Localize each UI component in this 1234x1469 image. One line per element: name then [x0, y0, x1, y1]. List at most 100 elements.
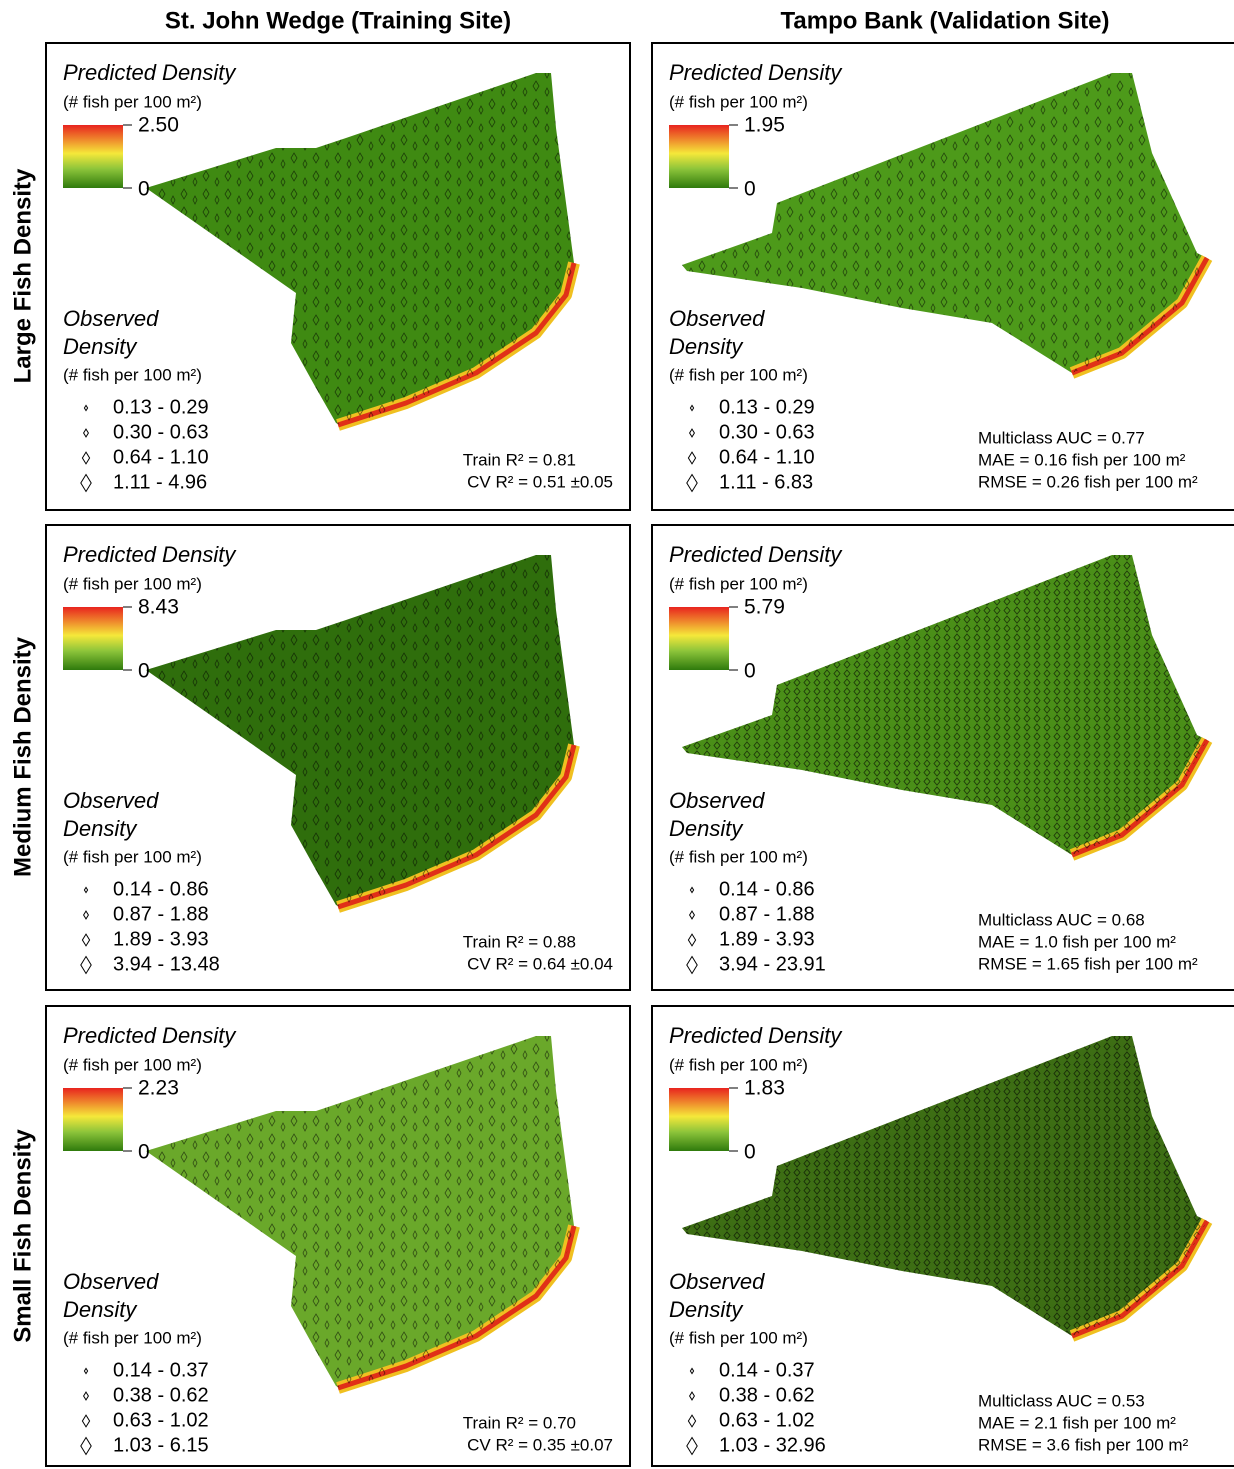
legend-unit: (# fish per 100 m²) — [63, 847, 202, 866]
legend-unit: (# fish per 100 m²) — [63, 365, 202, 384]
stat: Train R² = 0.81 — [463, 450, 576, 469]
legend-unit: (# fish per 100 m²) — [669, 574, 808, 593]
stat: Train R² = 0.70 — [463, 1413, 576, 1432]
stat: MAE = 1.0 fish per 100 m² — [978, 932, 1176, 951]
legend-class: 0.63 - 1.02 — [719, 1409, 815, 1431]
legend-title: Density — [63, 1297, 138, 1322]
ramp-min-label: 0 — [744, 178, 756, 201]
row-title: Medium Fish Density — [9, 636, 36, 877]
legend-title: Observed — [669, 788, 765, 813]
stat: Multiclass AUC = 0.68 — [978, 910, 1145, 929]
stat: MAE = 0.16 fish per 100 m² — [978, 450, 1186, 469]
ramp-min-label: 0 — [138, 178, 150, 201]
legend-class: 0.14 - 0.37 — [113, 1359, 209, 1381]
panel: Predicted Density (# fish per 100 m²) 8.43… — [46, 525, 630, 990]
row-title: Small Fish Density — [9, 1129, 36, 1343]
legend-unit: (# fish per 100 m²) — [63, 1328, 202, 1347]
ramp-min-label: 0 — [138, 1141, 150, 1164]
legend-class: 0.64 - 1.10 — [719, 446, 815, 468]
legend-title: Density — [63, 816, 138, 841]
legend-class: 3.94 - 23.91 — [719, 953, 826, 975]
color-ramp — [63, 607, 123, 670]
row-title: Large Fish Density — [9, 168, 36, 383]
legend-class: 1.11 - 6.83 — [719, 471, 813, 493]
stat: Multiclass AUC = 0.53 — [978, 1391, 1145, 1410]
legend-title: Observed — [669, 1269, 765, 1294]
ramp-max-label: 2.23 — [138, 1077, 179, 1100]
legend-title: Density — [669, 1297, 744, 1322]
legend-unit: (# fish per 100 m²) — [63, 574, 202, 593]
legend-title: Observed — [63, 1269, 159, 1294]
stat: CV R² = 0.51 ±0.05 — [467, 472, 613, 491]
legend-title: Predicted Density — [669, 60, 843, 85]
legend-title: Observed — [669, 306, 765, 331]
color-ramp — [63, 125, 123, 188]
ramp-min-label: 0 — [744, 1141, 756, 1164]
legend-class: 1.89 - 3.93 — [719, 928, 815, 950]
legend-unit: (# fish per 100 m²) — [63, 92, 202, 111]
ramp-max-label: 8.43 — [138, 596, 179, 619]
legend-title: Density — [669, 816, 744, 841]
column-title: Tampo Bank (Validation Site) — [781, 7, 1110, 34]
legend-class: 3.94 - 13.48 — [113, 953, 220, 975]
legend-title: Predicted Density — [63, 542, 237, 567]
legend-unit: (# fish per 100 m²) — [669, 365, 808, 384]
ramp-max-label: 1.83 — [744, 1077, 785, 1100]
legend-title: Observed — [63, 788, 159, 813]
panel: Predicted Density (# fish per 100 m²) 1.83… — [652, 1006, 1234, 1466]
color-ramp — [669, 607, 729, 670]
legend-class: 0.14 - 0.86 — [113, 878, 209, 900]
legend-class: 0.38 - 0.62 — [113, 1384, 209, 1406]
color-ramp — [669, 1088, 729, 1151]
legend-class: 0.64 - 1.10 — [113, 446, 209, 468]
legend-class: 1.89 - 3.93 — [113, 928, 209, 950]
legend-unit: (# fish per 100 m²) — [669, 847, 808, 866]
legend-title: Predicted Density — [669, 542, 843, 567]
stat: RMSE = 1.65 fish per 100 m² — [978, 954, 1198, 973]
ramp-min-label: 0 — [744, 660, 756, 683]
panel: Predicted Density (# fish per 100 m²) 2.50… — [46, 43, 630, 510]
legend-class: 0.38 - 0.62 — [719, 1384, 815, 1406]
ramp-max-label: 2.50 — [138, 114, 179, 137]
legend-unit: (# fish per 100 m²) — [669, 1328, 808, 1347]
color-ramp — [63, 1088, 123, 1151]
column-title: St. John Wedge (Training Site) — [165, 7, 511, 34]
panel: Predicted Density (# fish per 100 m²) 5.79… — [652, 525, 1234, 990]
figure: St. John Wedge (Training Site) Tampo Ban… — [0, 0, 1234, 1469]
legend-class: 1.11 - 4.96 — [113, 471, 207, 493]
legend-title: Density — [63, 334, 138, 359]
legend-class: 0.87 - 1.88 — [113, 903, 209, 925]
legend-class: 0.30 - 0.63 — [113, 421, 209, 443]
ramp-min-label: 0 — [138, 660, 150, 683]
legend-class: 1.03 - 6.15 — [113, 1434, 209, 1456]
stat: Train R² = 0.88 — [463, 932, 576, 951]
panels: Predicted Density (# fish per 100 m²) 2.50… — [46, 43, 1234, 1466]
legend-unit: (# fish per 100 m²) — [669, 92, 808, 111]
panel: Predicted Density (# fish per 100 m²) 1.95… — [652, 43, 1234, 510]
stat: CV R² = 0.35 ±0.07 — [467, 1435, 613, 1454]
legend-unit: (# fish per 100 m²) — [63, 1055, 202, 1074]
stat: CV R² = 0.64 ±0.04 — [467, 954, 613, 973]
legend-title: Observed — [63, 306, 159, 331]
legend-title: Predicted Density — [63, 1023, 237, 1048]
legend-class: 1.03 - 32.96 — [719, 1434, 826, 1456]
legend-class: 0.13 - 0.29 — [719, 396, 815, 418]
legend-class: 0.13 - 0.29 — [113, 396, 209, 418]
legend-unit: (# fish per 100 m²) — [669, 1055, 808, 1074]
ramp-max-label: 5.79 — [744, 596, 785, 619]
legend-class: 0.14 - 0.37 — [719, 1359, 815, 1381]
panel: Predicted Density (# fish per 100 m²) 2.23… — [46, 1006, 630, 1466]
ramp-max-label: 1.95 — [744, 114, 785, 137]
legend-class: 0.87 - 1.88 — [719, 903, 815, 925]
stat: MAE = 2.1 fish per 100 m² — [978, 1413, 1176, 1432]
legend-title: Predicted Density — [669, 1023, 843, 1048]
legend-class: 0.63 - 1.02 — [113, 1409, 209, 1431]
stat: RMSE = 3.6 fish per 100 m² — [978, 1435, 1189, 1454]
legend-title: Density — [669, 334, 744, 359]
legend-title: Predicted Density — [63, 60, 237, 85]
legend-class: 0.30 - 0.63 — [719, 421, 815, 443]
stat: RMSE = 0.26 fish per 100 m² — [978, 472, 1198, 491]
color-ramp — [669, 125, 729, 188]
legend-class: 0.14 - 0.86 — [719, 878, 815, 900]
stat: Multiclass AUC = 0.77 — [978, 428, 1145, 447]
